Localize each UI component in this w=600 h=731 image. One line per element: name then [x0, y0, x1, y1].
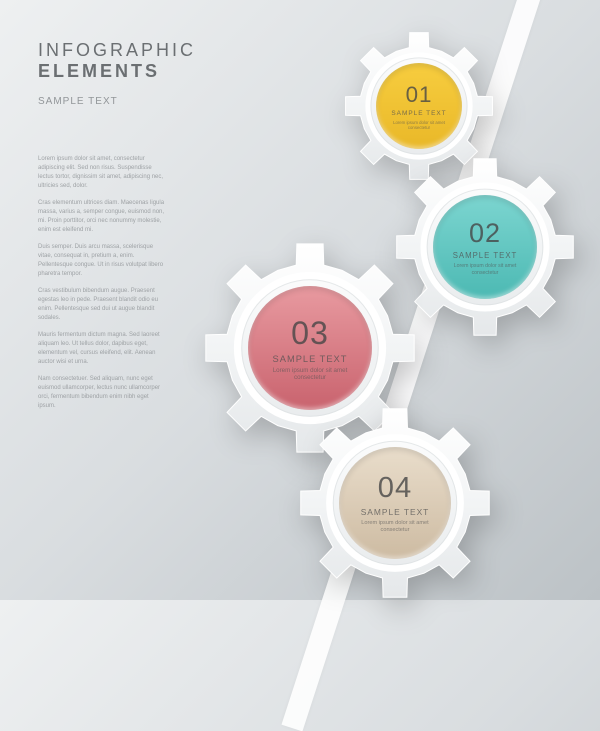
gear-hub-04: 04 SAMPLE TEXT Lorem ipsum dolor sit amet … — [339, 447, 451, 559]
gear-label: SAMPLE TEXT — [453, 251, 518, 260]
gear-number: 02 — [469, 218, 501, 249]
gear-desc: Lorem ipsum dolor sit amet consectetur — [339, 520, 451, 533]
gear-desc: Lorem ipsum dolor sit amet consectetur — [376, 120, 462, 130]
gears-container: 01 SAMPLE TEXT Lorem ipsum dolor sit amet … — [0, 0, 600, 600]
gear-desc: Lorem ipsum dolor sit amet consectetur — [433, 263, 537, 275]
gear-label: SAMPLE TEXT — [391, 110, 446, 117]
gear-hub-01: 01 SAMPLE TEXT Lorem ipsum dolor sit amet … — [376, 63, 462, 149]
gear-desc: Lorem ipsum dolor sit amet consectetur — [248, 367, 372, 382]
gear-label: SAMPLE TEXT — [361, 507, 430, 517]
gear-number: 01 — [406, 82, 433, 108]
gear-hub-03: 03 SAMPLE TEXT Lorem ipsum dolor sit amet … — [248, 286, 372, 410]
gear-hub-02: 02 SAMPLE TEXT Lorem ipsum dolor sit amet … — [433, 195, 537, 299]
gear-label: SAMPLE TEXT — [273, 354, 348, 364]
gear-number: 04 — [378, 472, 412, 505]
gear-02: 02 SAMPLE TEXT Lorem ipsum dolor sit amet … — [396, 158, 574, 336]
gear-number: 03 — [291, 315, 329, 352]
gear-04: 04 SAMPLE TEXT Lorem ipsum dolor sit amet … — [300, 408, 490, 598]
